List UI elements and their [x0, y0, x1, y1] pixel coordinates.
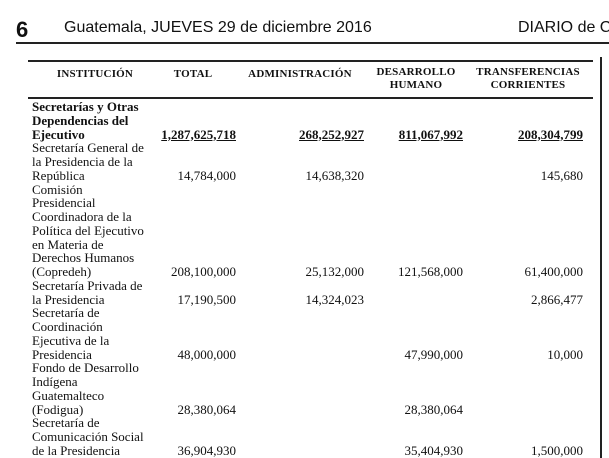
institution-name: Secretarías y Otras Dependencias del Ejecu… — [32, 100, 157, 141]
institution-name: Secretaría de Comunicación Social de la Pr… — [32, 416, 157, 457]
cell-total: 48,000,000 — [177, 346, 237, 362]
cell-administracion: 14,324,023 — [305, 291, 365, 307]
table-body: Secretarías y Otras Dependencias del Ejecu… — [32, 100, 592, 458]
cell-transferencias: 10,000 — [547, 346, 583, 362]
institution-name-line: Ejecutivo — [32, 126, 85, 142]
institution-name-line: Dependencias del — [32, 112, 129, 128]
institution-name-line: de la Presidencia — [32, 442, 121, 458]
column-header-line: CORRIENTES — [490, 79, 566, 91]
cell-transferencias: 1,500,000 — [531, 442, 583, 458]
column-header-line: TRANSFERENCIAS — [476, 66, 580, 78]
institution-name: Secretaría de Coordinación Ejecutiva de la… — [32, 306, 157, 361]
cell-desarrollo-humano: 47,990,000 — [404, 346, 464, 362]
publication-name: DIARIO de C — [518, 19, 609, 36]
cell-administracion: 14,638,320 — [305, 167, 365, 183]
cell-total: 36,904,930 — [177, 442, 237, 458]
institution-name-line: Secretaría de — [32, 415, 100, 431]
institution-name-line: Ejecutiva de la — [32, 332, 110, 348]
cell-total: 17,190,500 — [177, 291, 237, 307]
institution-name-line: la Presidencia — [32, 291, 105, 307]
table-row: Secretaría de Comunicación Social de la Pr… — [32, 416, 592, 457]
institution-name: Comisión Presidencial Coordinadora de la Po… — [32, 181, 157, 279]
column-divider — [600, 57, 602, 458]
institution-name-line: Guatemalteco — [32, 387, 105, 403]
date-line: Guatemala, JUEVES 29 de diciembre 2016 — [64, 19, 372, 36]
table-header-rule — [28, 97, 593, 99]
table-row: Secretaría General de la Presidencia de l… — [32, 141, 592, 182]
table-row: Fondo de Desarrollo Indígena Guatemalteco(… — [32, 361, 592, 416]
institution-name-line: en Materia de — [32, 236, 104, 252]
cell-transferencias: 208,304,799 — [518, 126, 583, 142]
cell-desarrollo-humano: 35,404,930 — [404, 442, 464, 458]
cell-desarrollo-humano: 811,067,992 — [398, 126, 463, 142]
cell-total: 1,287,625,718 — [161, 126, 236, 142]
column-header-line: HUMANO — [389, 79, 443, 91]
column-header-administracion: ADMINISTRACIÓN — [248, 68, 352, 80]
institution-name-line: Coordinación — [32, 319, 103, 334]
table-top-rule — [28, 60, 593, 62]
column-header-line: DESARROLLO — [376, 66, 456, 78]
column-header-total: TOTAL — [173, 68, 213, 80]
cell-desarrollo-humano: 28,380,064 — [404, 401, 464, 417]
column-header-institucion: INSTITUCIÓN — [56, 68, 134, 80]
institution-name-line: Presidencia — [32, 346, 92, 362]
institution-name-line: la Presidencia de la — [32, 154, 133, 169]
institution-name-line: Secretaría General de — [32, 140, 144, 156]
cell-administracion: 268,252,927 — [299, 126, 364, 142]
institution-name-line: Secretarías y Otras — [32, 99, 139, 114]
institution-name-line: (Copredeh) — [32, 264, 92, 279]
institution-name-line: Coordinadora de la — [32, 209, 132, 224]
institution-name-line: Derechos Humanos — [32, 250, 135, 266]
institution-name-line: Comisión — [32, 181, 83, 197]
table-row: Secretaría Privada de la Presidencia 17,19… — [32, 277, 592, 307]
cell-transferencias: 2,866,477 — [531, 291, 583, 307]
page-number: 6 — [16, 17, 29, 42]
column-header-desarrollo-humano: DESARROLLO HUMANO — [368, 66, 464, 92]
institution-name-line: Secretaría de — [32, 305, 100, 321]
cell-total: 208,100,000 — [171, 264, 236, 279]
cell-total: 28,380,064 — [177, 401, 237, 417]
institution-name-line: Presidencial — [32, 195, 96, 211]
table-row: Comisión Presidencial Coordinadora de la Po… — [32, 181, 592, 279]
cell-transferencias: 61,400,000 — [524, 264, 584, 279]
institution-name: Secretaría Privada de la Presidencia — [32, 277, 157, 307]
institution-name: Fondo de Desarrollo Indígena Guatemalteco(… — [32, 361, 157, 416]
institution-name-line: Fondo de Desarrollo — [32, 360, 139, 376]
table-row: Secretarías y Otras Dependencias del Ejecu… — [32, 100, 592, 141]
institution-name-line: Comunicación Social — [32, 429, 144, 444]
header-rule — [16, 42, 609, 44]
column-header-transferencias: TRANSFERENCIAS CORRIENTES — [466, 66, 590, 92]
cell-transferencias: 145,680 — [540, 167, 583, 183]
institution-name-line: Política del Ejecutivo — [32, 222, 144, 238]
cell-desarrollo-humano: 121,568,000 — [398, 264, 463, 279]
institution-name: Secretaría General de la Presidencia de l… — [32, 141, 157, 182]
institution-name-line: Indígena — [32, 374, 78, 389]
cell-total: 14,784,000 — [177, 167, 237, 183]
table-row: Secretaría de Coordinación Ejecutiva de la… — [32, 306, 592, 361]
institution-name-line: Secretaría Privada de — [32, 277, 143, 293]
institution-name-line: (Fodigua) — [32, 401, 84, 417]
cell-administracion: 25,132,000 — [305, 264, 365, 279]
institution-name-line: República — [32, 167, 85, 183]
